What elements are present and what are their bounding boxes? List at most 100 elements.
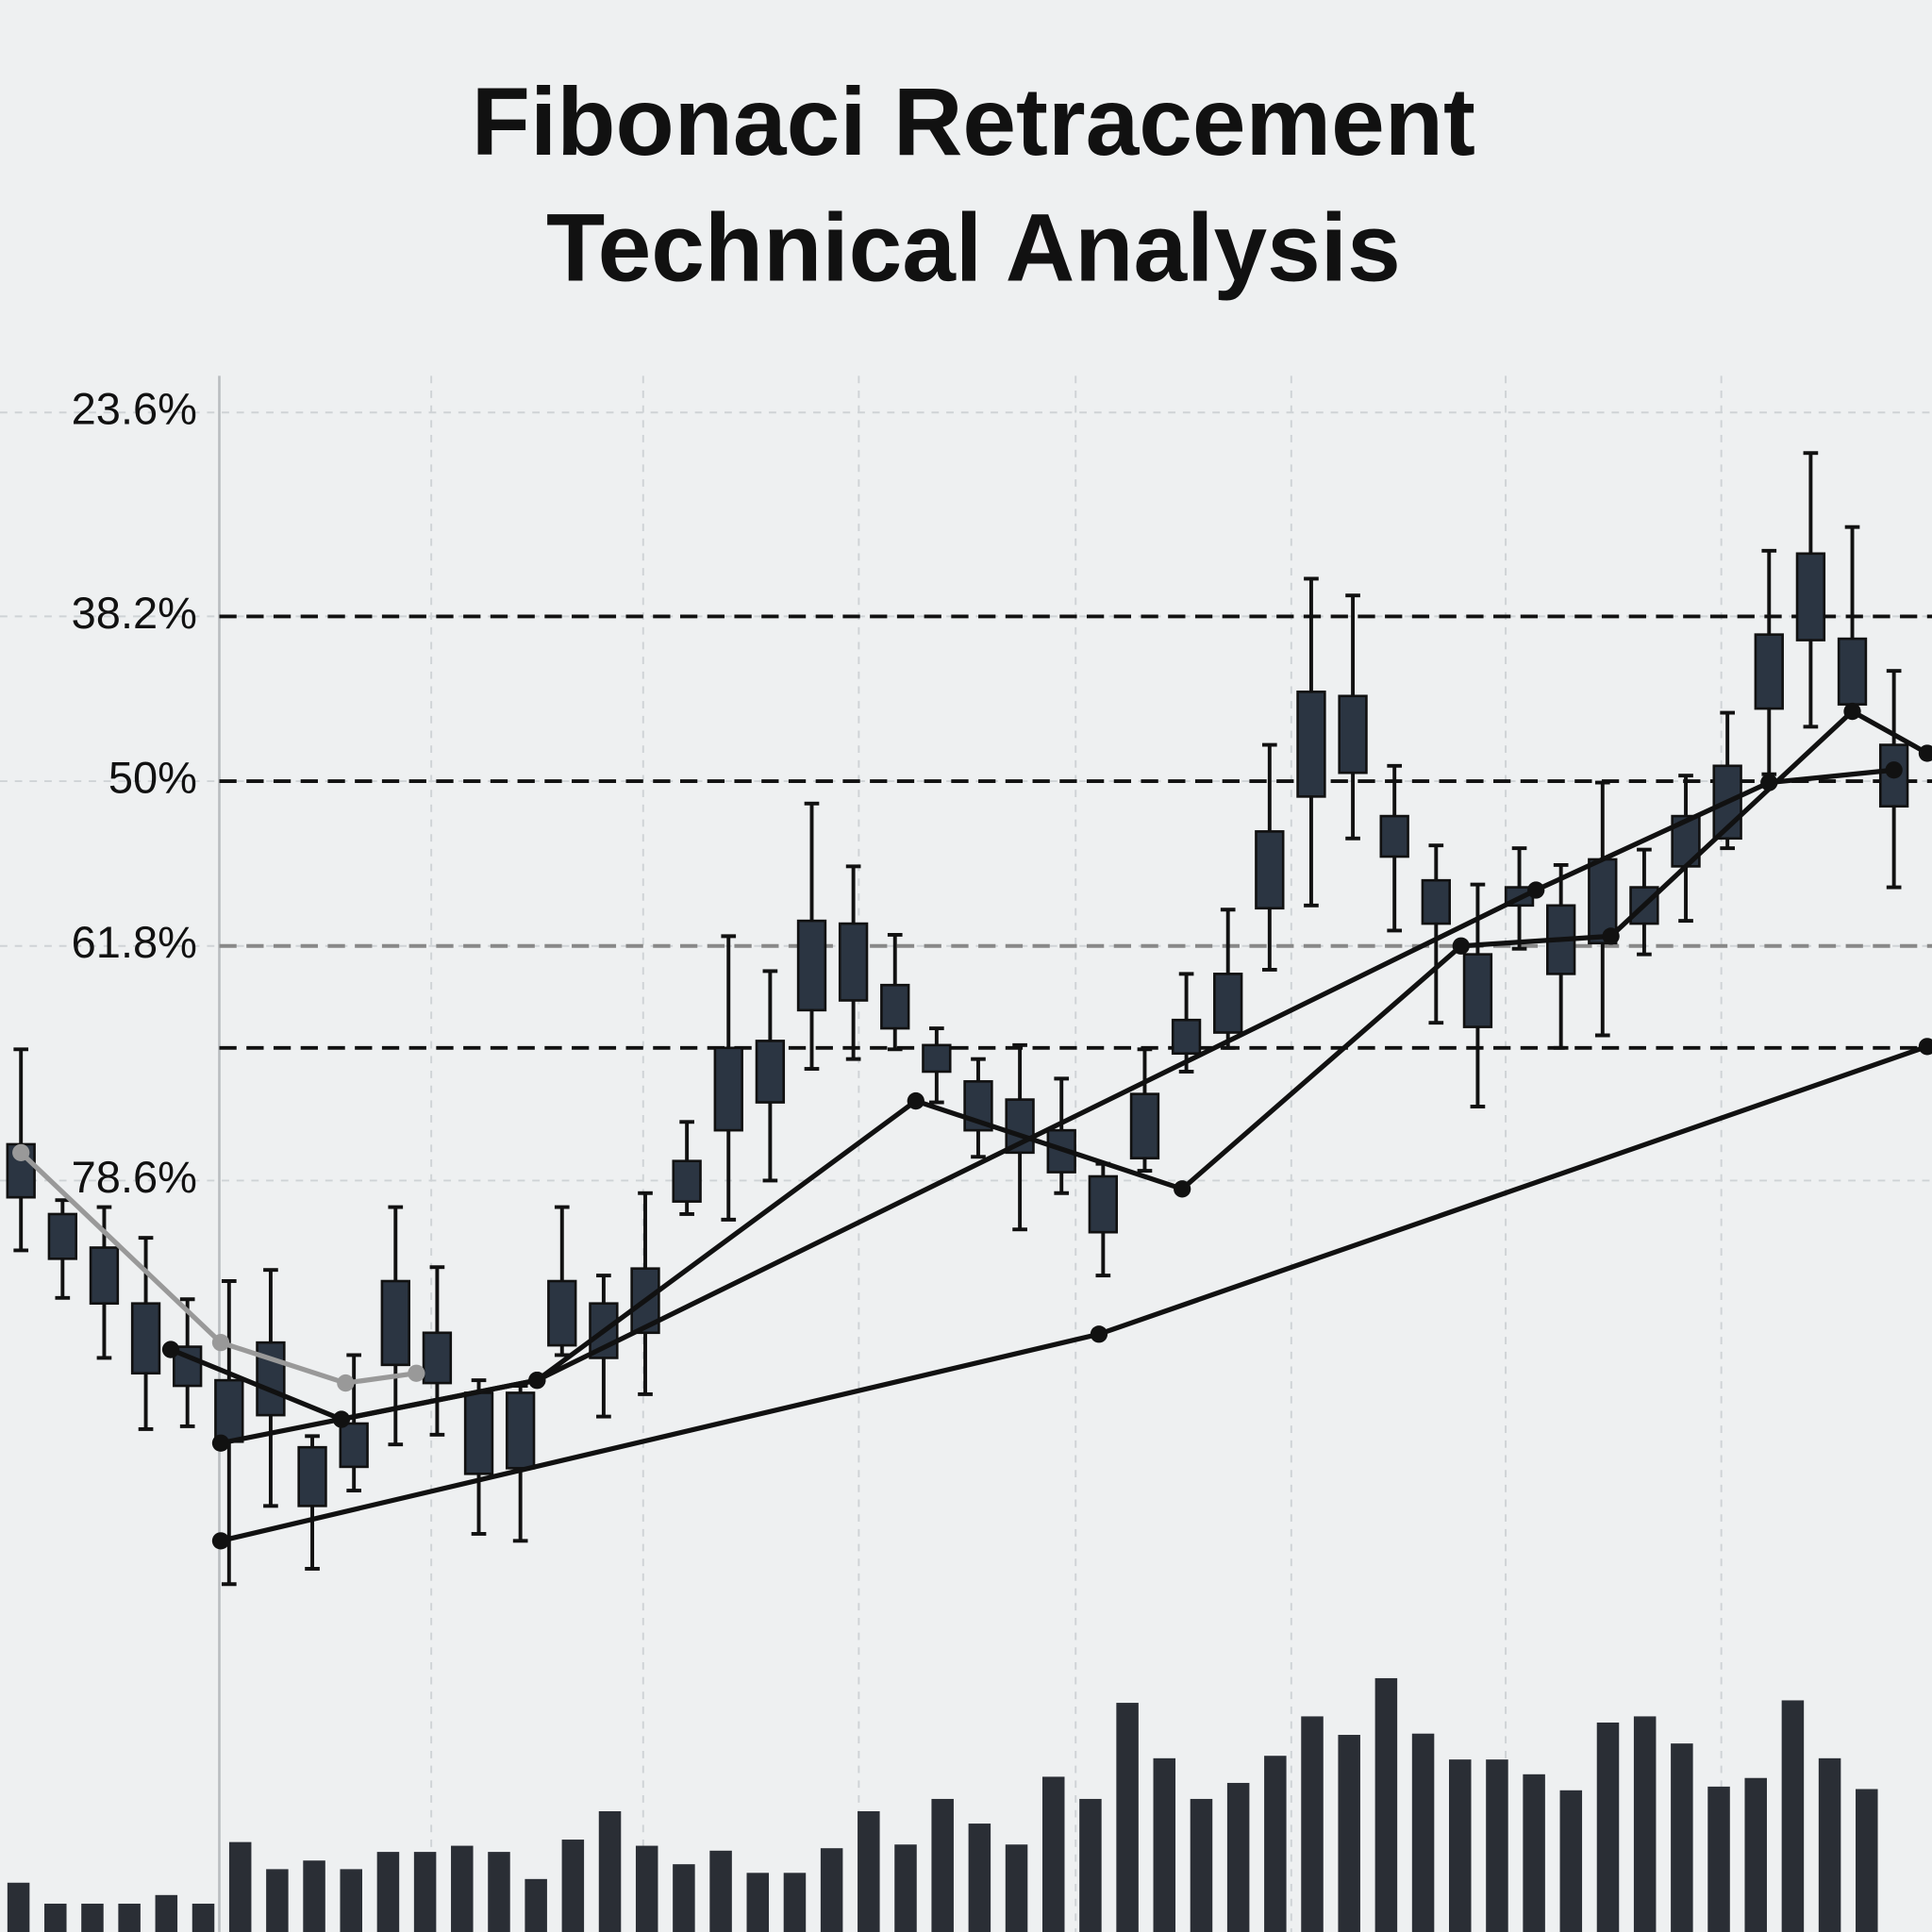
trend-point — [1602, 927, 1620, 945]
trend-point — [1918, 744, 1932, 762]
volume-bar — [1523, 1774, 1545, 1932]
volume-bar — [376, 1852, 400, 1932]
volume-bar — [894, 1844, 917, 1932]
candle-body — [880, 983, 910, 1030]
trend-point — [211, 1532, 230, 1550]
volume-bar — [1374, 1677, 1398, 1932]
volume-bar — [303, 1860, 325, 1932]
volume-bar — [192, 1903, 215, 1932]
trend-point — [1885, 761, 1903, 779]
y-tick-label: 61.8% — [72, 917, 197, 967]
candle-body — [1171, 1018, 1202, 1056]
candle-body — [297, 1445, 327, 1507]
volume-bar — [1781, 1700, 1805, 1932]
candle-body — [547, 1279, 577, 1347]
candle-body — [89, 1246, 120, 1306]
candle-body — [214, 1378, 244, 1443]
trend-point — [408, 1364, 425, 1382]
candle-body — [1462, 953, 1493, 1028]
y-tick-label: 50% — [108, 753, 197, 803]
candle-body — [47, 1212, 77, 1260]
volume-bar — [1633, 1716, 1657, 1932]
volume-bar — [1744, 1777, 1767, 1932]
volume-bar — [1486, 1759, 1508, 1932]
volume-bar — [81, 1903, 104, 1932]
volume-bar — [561, 1840, 585, 1932]
y-tick-label: 38.2% — [72, 588, 197, 638]
volume-bar — [1226, 1782, 1250, 1932]
volume-bar — [1301, 1716, 1324, 1932]
volume-bar — [413, 1852, 437, 1932]
trend-point — [528, 1371, 546, 1390]
volume-bar — [858, 1811, 880, 1932]
volume-bar — [1449, 1759, 1472, 1932]
trend-point — [1760, 774, 1778, 791]
candle-body — [755, 1040, 786, 1104]
volume-bar — [746, 1873, 770, 1932]
volume-bar — [1596, 1722, 1620, 1932]
volume-bar — [673, 1864, 695, 1932]
trend-line — [19, 1150, 417, 1386]
candle-body — [1129, 1092, 1160, 1160]
volume-bar — [155, 1894, 178, 1932]
candle-body — [1255, 830, 1285, 910]
candle-body — [1296, 691, 1326, 798]
volume-bar — [1671, 1743, 1693, 1932]
trend-point — [337, 1374, 355, 1392]
candle-body — [130, 1302, 161, 1375]
chart-title: Fibonaci Retracement — [472, 68, 1475, 175]
chart-title: Technical Analysis — [546, 193, 1401, 301]
trend-point — [1090, 1325, 1108, 1343]
volume-bar — [598, 1811, 622, 1932]
candle-body — [380, 1279, 410, 1367]
candle-body — [796, 919, 827, 1012]
trend-point — [1918, 1038, 1932, 1056]
volume-bar — [1338, 1735, 1360, 1932]
trend-point — [1452, 937, 1470, 955]
volume-bar — [44, 1903, 67, 1932]
candle-body — [838, 922, 869, 1002]
volume-bar — [1818, 1757, 1841, 1932]
volume-bar — [1041, 1776, 1065, 1932]
volume-bar — [266, 1869, 289, 1932]
y-tick-label: 23.6% — [72, 384, 197, 434]
volume-bar — [7, 1882, 30, 1932]
volume-bar — [635, 1845, 658, 1932]
candle-body — [672, 1159, 702, 1203]
trend-line — [220, 708, 1929, 1446]
volume-bar — [1153, 1757, 1176, 1932]
trend-point — [161, 1341, 180, 1358]
volume-bar — [1264, 1756, 1287, 1932]
volume-bar — [1411, 1733, 1435, 1932]
trend-point — [12, 1143, 30, 1161]
volume-bar — [451, 1845, 474, 1932]
volume-bar — [1116, 1703, 1139, 1932]
y-tick-label: 78.6% — [72, 1152, 197, 1202]
candle-body — [713, 1046, 743, 1132]
candle-body — [922, 1043, 952, 1074]
trend-point — [907, 1091, 924, 1110]
volume-bar — [1079, 1798, 1102, 1932]
volume-bar — [525, 1878, 547, 1932]
candle-body — [422, 1331, 453, 1385]
trend-point — [211, 1434, 230, 1452]
volume-bar — [340, 1869, 362, 1932]
trend-point — [1174, 1180, 1191, 1198]
volume-bar — [118, 1903, 141, 1932]
volume-bar — [820, 1848, 843, 1932]
trend-point — [332, 1410, 351, 1428]
volume-bar — [1190, 1798, 1213, 1932]
volume-bar — [488, 1852, 510, 1932]
candle-body — [1754, 633, 1784, 710]
trend-point — [1843, 702, 1861, 721]
trend-line — [170, 767, 1894, 1423]
candle-body — [1795, 552, 1826, 641]
candle-body — [505, 1391, 536, 1470]
candle-body — [1421, 878, 1451, 925]
candle-body — [1088, 1174, 1119, 1234]
volume-bar — [1856, 1789, 1878, 1932]
volume-bar — [1559, 1790, 1583, 1932]
volume-bar — [931, 1798, 954, 1932]
